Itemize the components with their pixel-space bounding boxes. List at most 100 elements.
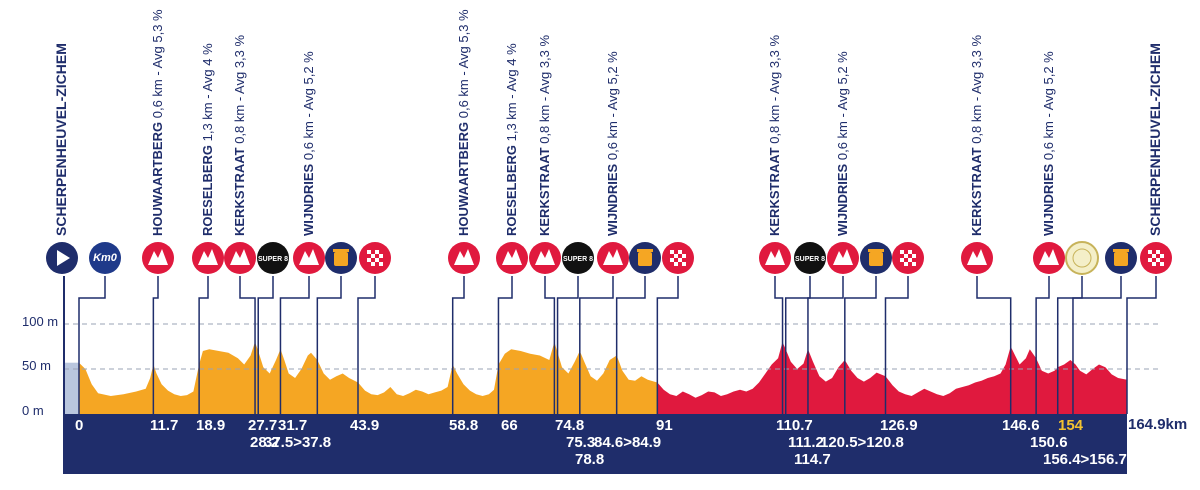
climb-name: WIJNDRIES bbox=[1041, 163, 1056, 236]
climb-icon bbox=[759, 242, 791, 274]
climb-name: KERKSTRAAT bbox=[232, 147, 247, 236]
connector-line bbox=[1072, 276, 1122, 414]
km-marker: 78.8 bbox=[575, 451, 605, 468]
connector-line bbox=[257, 276, 274, 414]
cobbles-icon bbox=[1140, 242, 1172, 274]
km-marker: 114.7 bbox=[794, 451, 831, 468]
climb-icon bbox=[224, 242, 256, 274]
km-marker: 31.7 bbox=[278, 417, 308, 434]
km0-badge: Km0 bbox=[89, 242, 121, 274]
climb-icon bbox=[293, 242, 325, 274]
climb-desc: 0,6 km - Avg 5,3 % bbox=[150, 9, 165, 122]
km-marker: 156.4>156.7 bbox=[1043, 451, 1127, 468]
climb-desc: 0,6 km - Avg 5,2 % bbox=[301, 51, 316, 164]
bin-icon bbox=[325, 242, 357, 274]
svg-text:SUPER 8: SUPER 8 bbox=[795, 256, 825, 263]
climb-icon bbox=[192, 242, 224, 274]
climb-icon bbox=[142, 242, 174, 274]
km-marker: 11.7 bbox=[150, 417, 179, 434]
climb-icon bbox=[827, 242, 859, 274]
climb-desc: 0,6 km - Avg 5,2 % bbox=[1041, 51, 1056, 164]
climb-label: WIJNDRIES 0,6 km - Avg 5,2 % bbox=[300, 51, 318, 236]
connector-line bbox=[784, 276, 811, 414]
km-marker: 150.6 bbox=[1030, 434, 1068, 451]
km-marker: 74.8 bbox=[555, 417, 585, 434]
climb-icon bbox=[597, 242, 629, 274]
km-marker: 84.6>84.9 bbox=[594, 434, 662, 451]
climb-icon bbox=[448, 242, 480, 274]
connector-line bbox=[239, 276, 256, 414]
climb-desc: 0,8 km - Avg 3,3 % bbox=[969, 34, 984, 148]
sprint-icon bbox=[1065, 241, 1099, 275]
connector-line bbox=[497, 276, 513, 414]
cobbles-icon bbox=[359, 242, 391, 274]
start-area bbox=[64, 362, 79, 414]
connector-line bbox=[279, 276, 310, 414]
climb-name: ROESELBERG bbox=[504, 144, 519, 236]
km-marker: 91 bbox=[656, 417, 673, 434]
y-axis-0: 0 m bbox=[22, 403, 44, 418]
connector-line bbox=[556, 276, 579, 414]
km-marker: 120.5>120.8 bbox=[820, 434, 904, 451]
km-marker: 28.2 bbox=[250, 434, 280, 451]
climb-name: ROESELBERG bbox=[200, 144, 215, 236]
km-marker: 37.5>37.8 bbox=[264, 434, 332, 451]
climb-desc: 0,6 km - Avg 5,2 % bbox=[835, 51, 850, 164]
connector-line bbox=[152, 276, 159, 414]
climb-label: KERKSTRAAT 0,8 km - Avg 3,3 % bbox=[536, 35, 554, 236]
y-axis-50: 50 m bbox=[22, 358, 51, 373]
climb-desc: 0,8 km - Avg 3,3 % bbox=[537, 34, 552, 148]
climb-label: WIJNDRIES 0,6 km - Avg 5,2 % bbox=[834, 51, 852, 236]
connector-line bbox=[884, 276, 909, 414]
elevation-area-red bbox=[657, 342, 1127, 414]
connector-line bbox=[579, 276, 614, 414]
climb-label: KERKSTRAAT 0,8 km - Avg 3,3 % bbox=[766, 35, 784, 236]
cobbles-icon bbox=[892, 242, 924, 274]
cobbles-icon bbox=[662, 242, 694, 274]
connector-line bbox=[544, 276, 556, 414]
climb-name: WIJNDRIES bbox=[835, 163, 850, 236]
climb-name: WIJNDRIES bbox=[605, 163, 620, 236]
km-marker: 110.7 bbox=[776, 417, 813, 434]
km-marker: 111.2 bbox=[788, 434, 824, 451]
km-marker: 154 bbox=[1058, 417, 1084, 434]
connector-line bbox=[844, 276, 877, 414]
climb-icon bbox=[496, 242, 528, 274]
start-label: SCHERPENHEUVEL-ZICHEM bbox=[53, 43, 69, 236]
bin-icon bbox=[860, 242, 892, 274]
connector-line bbox=[1056, 276, 1083, 414]
climb-name: KERKSTRAAT bbox=[537, 147, 552, 236]
climb-icon bbox=[529, 242, 561, 274]
connector-line bbox=[807, 276, 844, 414]
y-axis-100: 100 m bbox=[22, 314, 59, 329]
climb-name: HOUWAARTBERG bbox=[456, 121, 471, 236]
connector-line bbox=[615, 276, 646, 414]
connector-line bbox=[198, 276, 209, 414]
connector-line bbox=[451, 276, 465, 414]
km-marker: 58.8 bbox=[449, 417, 479, 434]
distance-band bbox=[64, 414, 1127, 474]
km-marker: 126.9 bbox=[880, 417, 918, 434]
climb-label: HOUWAARTBERG 0,6 km - Avg 5,3 % bbox=[149, 9, 167, 236]
bin-icon bbox=[629, 242, 661, 274]
climb-desc: 1,3 km - Avg 4 % bbox=[200, 43, 215, 145]
climb-label: WIJNDRIES 0,6 km - Avg 5,2 % bbox=[1040, 51, 1058, 236]
climb-name: HOUWAARTBERG bbox=[150, 121, 165, 236]
super8-icon: SUPER 8 bbox=[257, 242, 289, 274]
connector-line bbox=[316, 276, 342, 414]
svg-text:SUPER 8: SUPER 8 bbox=[258, 256, 288, 263]
climb-desc: 1,3 km - Avg 4 % bbox=[504, 43, 519, 145]
climb-desc: 0,8 km - Avg 3,3 % bbox=[767, 34, 782, 148]
connector-line bbox=[656, 276, 679, 414]
svg-text:SUPER 8: SUPER 8 bbox=[563, 256, 593, 263]
start-icon bbox=[46, 242, 78, 274]
km-marker: 43.9 bbox=[350, 417, 380, 434]
elevation-area-orange bbox=[79, 342, 658, 414]
climb-icon bbox=[1033, 242, 1065, 274]
climb-label: KERKSTRAAT 0,8 km - Avg 3,3 % bbox=[231, 35, 249, 236]
connector-line bbox=[1035, 276, 1050, 414]
km-marker: 0 bbox=[75, 417, 84, 434]
km-marker: 66 bbox=[501, 417, 518, 434]
climb-icon bbox=[961, 242, 993, 274]
